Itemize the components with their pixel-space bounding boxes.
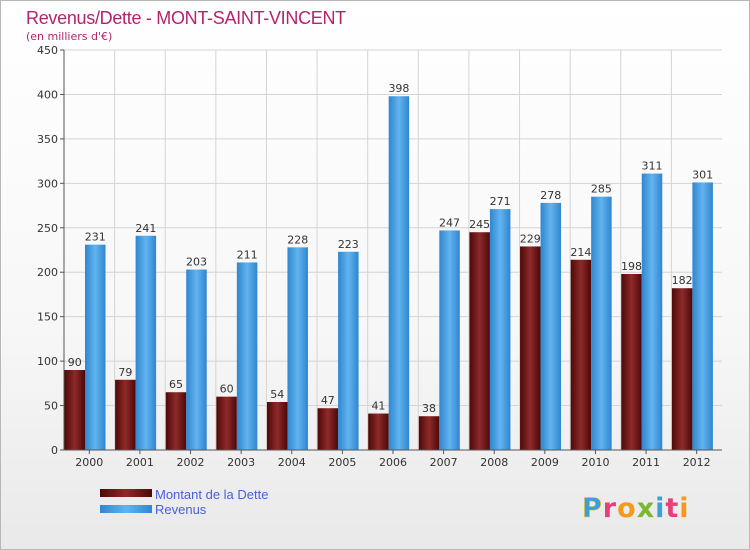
logo-p: P xyxy=(582,493,603,524)
y-tick-label: 400 xyxy=(37,88,58,101)
bar-dette xyxy=(671,288,693,450)
logo-t: t xyxy=(665,493,679,524)
data-label-dette: 245 xyxy=(469,218,490,231)
x-tick-label: 2006 xyxy=(379,456,407,469)
bar-revenus xyxy=(489,209,511,450)
bar-revenus xyxy=(692,182,713,450)
bar-revenus xyxy=(388,96,410,450)
proxiti-logo: Proxiti xyxy=(582,493,690,524)
bar-revenus xyxy=(287,247,308,450)
bar-dette xyxy=(368,413,389,450)
y-tick-label: 450 xyxy=(37,44,58,57)
data-label-revenus: 228 xyxy=(287,233,308,246)
bars xyxy=(64,96,713,451)
data-label-dette: 182 xyxy=(672,274,693,287)
bar-dette xyxy=(570,259,592,450)
x-tick-label: 2004 xyxy=(278,456,306,469)
x-tick-label: 2009 xyxy=(531,456,559,469)
y-tick-label: 200 xyxy=(37,266,58,279)
bar-dette xyxy=(216,396,237,450)
bar-revenus xyxy=(85,244,106,450)
bar-dette xyxy=(520,246,541,450)
x-tick-label: 2003 xyxy=(227,456,255,469)
chart-subtitle: (en milliers d'€) xyxy=(26,30,112,43)
bar-revenus xyxy=(439,230,460,450)
logo-x: x xyxy=(637,493,655,524)
x-tick-label: 2011 xyxy=(632,456,660,469)
data-label-revenus: 211 xyxy=(237,248,258,261)
y-tick-label: 350 xyxy=(37,133,58,146)
x-tick-label: 2005 xyxy=(328,456,356,469)
data-label-dette: 65 xyxy=(169,378,183,391)
x-tick-label: 2000 xyxy=(75,456,103,469)
data-label-revenus: 301 xyxy=(692,168,713,181)
data-label-dette: 79 xyxy=(118,366,132,379)
y-tick-label: 150 xyxy=(37,311,58,324)
legend: Montant de la Dette Revenus xyxy=(100,487,268,517)
legend-label-dette: Montant de la Dette xyxy=(155,487,268,502)
bar-dette xyxy=(165,392,187,450)
data-label-revenus: 241 xyxy=(135,222,156,235)
data-label-revenus: 271 xyxy=(490,195,511,208)
bar-dette xyxy=(64,370,85,450)
data-label-revenus: 223 xyxy=(338,238,359,251)
bar-revenus xyxy=(338,251,359,450)
bar-dette xyxy=(469,232,490,450)
legend-swatch-revenus xyxy=(100,505,152,513)
bar-revenus xyxy=(186,269,207,450)
data-label-dette: 60 xyxy=(220,383,234,396)
data-label-dette: 41 xyxy=(371,400,385,413)
bar-dette xyxy=(115,379,136,450)
data-label-revenus: 285 xyxy=(591,183,612,196)
logo-i2: i xyxy=(679,493,689,524)
bar-revenus xyxy=(236,262,258,450)
bar-dette xyxy=(418,416,440,450)
bar-dette xyxy=(266,402,288,450)
data-label-dette: 54 xyxy=(270,388,284,401)
logo-o: o xyxy=(617,493,637,524)
data-label-revenus: 247 xyxy=(439,216,460,229)
x-tick-label: 2010 xyxy=(581,456,609,469)
data-labels: 90 231 79 241 65 203 60 211 54 228 47 223 41 398 38 247… xyxy=(68,82,713,415)
data-label-dette: 90 xyxy=(68,356,82,369)
data-label-dette: 198 xyxy=(621,260,642,273)
x-tick-label: 2012 xyxy=(683,456,711,469)
x-tick-label: 2001 xyxy=(126,456,154,469)
bar-revenus xyxy=(135,235,157,450)
legend-label-revenus: Revenus xyxy=(155,502,207,517)
chart-title: Revenus/Dette - MONT-SAINT-VINCENT xyxy=(26,8,346,28)
logo-r: r xyxy=(603,493,617,524)
grid xyxy=(64,49,722,450)
bar-dette xyxy=(317,408,339,450)
legend-swatch-dette xyxy=(100,489,152,497)
logo-i1: i xyxy=(655,493,665,524)
y-tick-label: 100 xyxy=(37,355,58,368)
y-tick-label: 250 xyxy=(37,222,58,235)
bar-revenus xyxy=(641,173,663,451)
data-label-revenus: 278 xyxy=(540,189,561,202)
bar-revenus xyxy=(540,202,562,450)
x-tick-label: 2007 xyxy=(430,456,458,469)
data-label-revenus: 398 xyxy=(388,82,409,95)
y-tick-label: 50 xyxy=(44,400,58,413)
bar-revenus xyxy=(591,196,612,450)
data-label-dette: 47 xyxy=(321,394,335,407)
data-label-revenus: 231 xyxy=(85,231,106,244)
x-tick-label: 2008 xyxy=(480,456,508,469)
data-label-dette: 38 xyxy=(422,402,436,415)
y-tick-label: 300 xyxy=(37,177,58,190)
axes: 0 50 100 150 200 250 300 350 400 450 2000 2001 2002 2… xyxy=(37,44,722,469)
data-label-dette: 214 xyxy=(570,246,591,259)
data-label-revenus: 203 xyxy=(186,256,207,269)
data-label-revenus: 311 xyxy=(642,160,663,173)
y-tick-label: 0 xyxy=(51,444,58,457)
x-tick-label: 2002 xyxy=(177,456,205,469)
bar-dette xyxy=(621,274,642,450)
data-label-dette: 229 xyxy=(520,232,541,245)
